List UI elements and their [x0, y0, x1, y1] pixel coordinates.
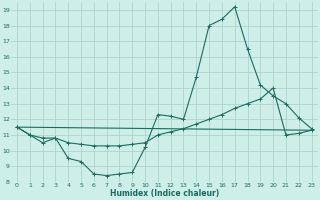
- X-axis label: Humidex (Indice chaleur): Humidex (Indice chaleur): [110, 189, 219, 198]
